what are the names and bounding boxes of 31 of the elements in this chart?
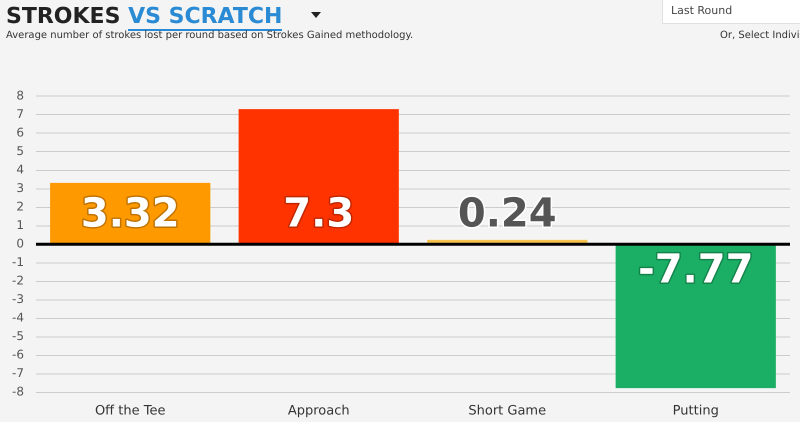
data-label: 7.3 [283, 190, 354, 237]
y-tick-label: 5 [16, 144, 24, 158]
chart-title: STROKES VS SCRATCH [6, 4, 282, 30]
y-tick-label: 2 [16, 199, 24, 214]
x-tick-label: Putting [672, 404, 719, 419]
data-label: 0.24 [458, 190, 557, 237]
text: Or, Select Indivi [720, 30, 800, 41]
y-tick-label: 4 [16, 162, 24, 176]
y-tick-label: 0 [16, 236, 24, 250]
y-tick-label: -3 [12, 292, 24, 306]
y-tick-label: -7 [12, 366, 24, 380]
y-tick-label: 8 [16, 88, 24, 102]
x-tick-label: Approach [288, 404, 350, 419]
x-tick-label: Off the Tee [94, 404, 166, 419]
y-tick-label: 6 [16, 125, 24, 140]
y-tick-label: -1 [12, 254, 24, 269]
bar [238, 109, 399, 244]
chart-subtitle: Average number of strokes lost per round based on Strokes Gained methodology. [6, 30, 414, 41]
y-tick-label: -2 [12, 273, 24, 288]
text: Last Round [662, 0, 800, 24]
y-tick-label: 3 [16, 180, 24, 195]
bar [616, 244, 776, 388]
data-label: -7.77 [638, 246, 754, 293]
x-tick-label: Short Game [468, 404, 546, 419]
y-tick-label: 7 [16, 106, 24, 121]
y-tick-label: -5 [12, 328, 24, 343]
y-tick-label: -6 [12, 348, 24, 362]
data-label: 3.32 [80, 190, 180, 237]
y-tick-label: -4 [12, 310, 24, 324]
y-tick-label: 1 [16, 218, 24, 232]
y-tick-label: -8 [12, 384, 24, 399]
